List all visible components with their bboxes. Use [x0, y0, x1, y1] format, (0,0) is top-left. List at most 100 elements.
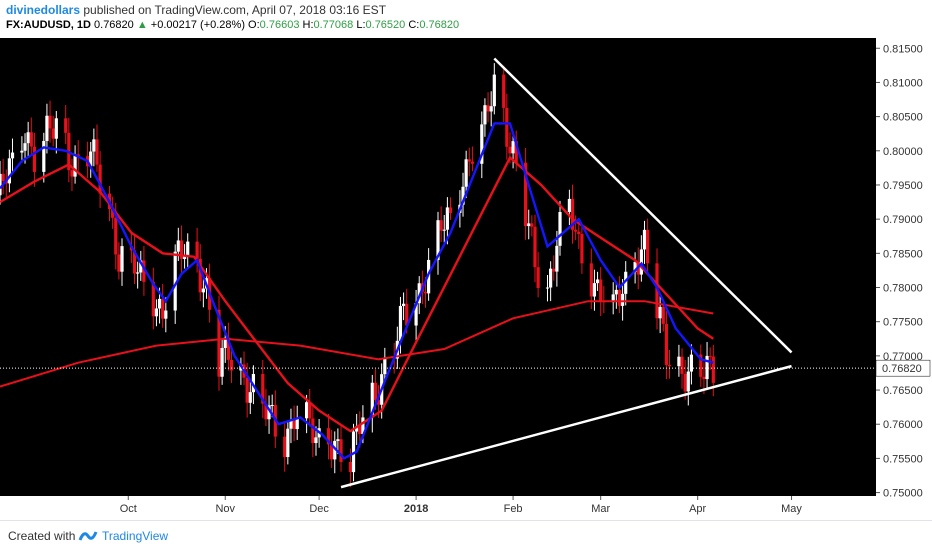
price-tick-label: 0.77000	[883, 351, 923, 363]
candle-body	[32, 146, 37, 172]
candle-body	[439, 220, 443, 231]
candle-body	[677, 356, 681, 367]
candle-body	[589, 263, 593, 297]
candle-body	[376, 399, 381, 405]
close-value: 0.76820	[419, 19, 460, 31]
candle-body	[686, 371, 690, 392]
candle-body	[330, 444, 334, 460]
candle-body	[702, 376, 706, 380]
candle-body	[592, 283, 597, 297]
time-tick-label: Dec	[309, 503, 329, 515]
time-tick-label: May	[781, 503, 802, 515]
candle-body	[10, 152, 15, 159]
candle-body	[226, 337, 230, 360]
candle-body	[173, 251, 177, 311]
candle-body	[51, 128, 55, 139]
price-tick-label: 0.75000	[883, 488, 923, 500]
candle-body	[398, 305, 403, 341]
candle-body	[45, 115, 49, 141]
indicator-lines	[0, 122, 714, 460]
candle-body	[111, 209, 115, 218]
candle-body	[264, 403, 268, 420]
candle-body	[646, 229, 650, 264]
candle-body	[154, 308, 159, 317]
candle-body	[182, 256, 187, 259]
tradingview-logo-icon[interactable]	[78, 528, 98, 544]
time-tick-label: Nov	[215, 503, 235, 515]
lower-trendline	[340, 364, 792, 489]
fast-moving-average-line	[0, 122, 714, 460]
candle-body	[336, 439, 340, 441]
candle-body	[286, 428, 290, 458]
candle-body	[270, 405, 274, 407]
candle-body	[70, 170, 74, 177]
created-with-text: Created with	[8, 529, 76, 543]
candle-body	[620, 293, 625, 306]
author-link[interactable]: divinedollars	[6, 3, 81, 17]
current-price-label: 0.76820	[882, 363, 922, 375]
candle-body	[470, 161, 475, 164]
candle-body	[436, 220, 440, 260]
candle-body	[157, 298, 162, 309]
tradingview-brand-link[interactable]: TradingView	[102, 529, 169, 543]
chart-header: divinedollars published on TradingView.c…	[0, 0, 932, 38]
candle-body	[658, 306, 662, 319]
candle-body	[508, 146, 512, 154]
price-tick-label: 0.77500	[883, 317, 923, 329]
low-value: 0.76520	[365, 19, 406, 31]
candle-body	[29, 132, 33, 147]
price-tick-label: 0.76500	[883, 385, 923, 397]
close-label: C:	[408, 19, 420, 31]
candle-body	[417, 283, 421, 304]
candle-body	[533, 226, 537, 268]
high-label: H:	[302, 19, 314, 31]
price-tick-label: 0.79500	[883, 180, 923, 192]
price-tick-label: 0.76000	[883, 419, 923, 431]
price-chart[interactable]: 0.76820 0.81500 0.81000 0.80500 0.80000 0.79…	[0, 38, 932, 520]
candle-body	[161, 298, 165, 319]
candle-body	[423, 291, 428, 294]
candle-body	[151, 281, 155, 317]
time-axis-labels: Oct Nov Dec 2018 Feb Mar Apr May	[120, 496, 802, 515]
candle-body	[95, 139, 99, 165]
candle-body	[514, 141, 518, 163]
time-tick-label: Oct	[120, 503, 137, 515]
candle-body	[142, 260, 146, 282]
candle-body	[48, 115, 52, 129]
candle-body	[595, 279, 600, 284]
candle-body	[117, 254, 121, 272]
candle-body	[261, 373, 265, 404]
candle-body	[136, 272, 140, 274]
publication-line: divinedollars published on TradingView.c…	[6, 3, 386, 17]
candle-body	[599, 279, 603, 302]
candle-body	[358, 426, 362, 434]
trendlines	[340, 57, 793, 489]
candle-body	[64, 118, 68, 133]
candle-body	[20, 150, 24, 153]
candle-body	[1, 173, 5, 181]
candle-body	[633, 261, 637, 272]
candle-body	[292, 420, 296, 430]
footer: Created with TradingView	[0, 520, 932, 550]
candle-body	[445, 207, 449, 230]
open-value: 0.76603	[259, 19, 300, 31]
candle-body	[245, 377, 249, 403]
symbol-label: FX:AUDUSD, 1D	[6, 19, 91, 31]
published-text: published on TradingView.com, April 07, …	[83, 3, 387, 17]
candle-body	[267, 405, 271, 420]
price-tick-label: 0.75500	[883, 453, 923, 465]
candle-body	[502, 74, 506, 108]
candle-body	[661, 306, 665, 324]
candle-body	[683, 373, 687, 392]
candle-body	[552, 268, 556, 272]
candle-body	[339, 439, 343, 462]
candle-body	[545, 287, 550, 289]
time-tick-label: 2018	[404, 503, 428, 515]
candle-body	[179, 240, 184, 259]
candle-body	[527, 223, 531, 227]
candle-body	[223, 337, 227, 348]
candle-body	[655, 263, 659, 319]
candle-body	[361, 417, 365, 434]
price-change: +0.00217 (+0.28%)	[150, 19, 245, 31]
price-tick-label: 0.78500	[883, 248, 923, 260]
